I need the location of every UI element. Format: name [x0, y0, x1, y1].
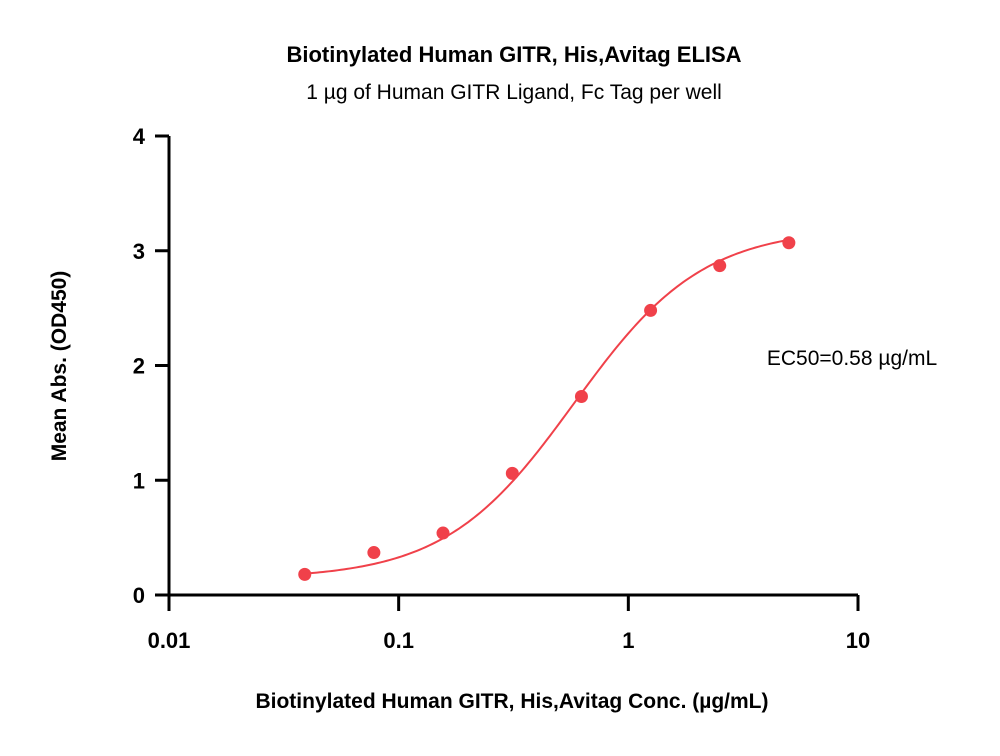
fit-curve [304, 238, 790, 575]
data-point [505, 466, 519, 480]
y-tick-label: 1 [133, 468, 145, 493]
y-tick-label: 0 [133, 583, 145, 608]
chart-title: Biotinylated Human GITR, His,Avitag ELIS… [286, 42, 741, 67]
y-tick-label: 3 [133, 239, 145, 264]
data-point [574, 389, 588, 403]
x-axis: 0.01 0.1 1 10 [148, 593, 870, 653]
x-tick-label: 0.1 [383, 628, 414, 653]
data-point [436, 526, 450, 540]
data-point [298, 567, 312, 581]
data-point [782, 236, 796, 250]
data-point [713, 259, 727, 273]
data-point [367, 546, 381, 560]
y-tick-label: 4 [133, 124, 146, 149]
y-tick-label: 2 [133, 354, 145, 379]
y-axis: 0 1 2 3 4 [133, 124, 171, 608]
data-point [644, 303, 658, 317]
x-tick-label: 10 [846, 628, 870, 653]
x-axis-label: Biotinylated Human GITR, His,Avitag Conc… [255, 690, 768, 713]
data-points [298, 236, 796, 581]
y-axis-label: Mean Abs. (OD450) [48, 271, 71, 462]
x-tick-label: 1 [622, 628, 634, 653]
ec50-annotation: EC50=0.58 µg/mL [767, 347, 937, 370]
chart-subtitle: 1 µg of Human GITR Ligand, Fc Tag per we… [306, 81, 722, 104]
x-tick-label: 0.01 [148, 628, 191, 653]
